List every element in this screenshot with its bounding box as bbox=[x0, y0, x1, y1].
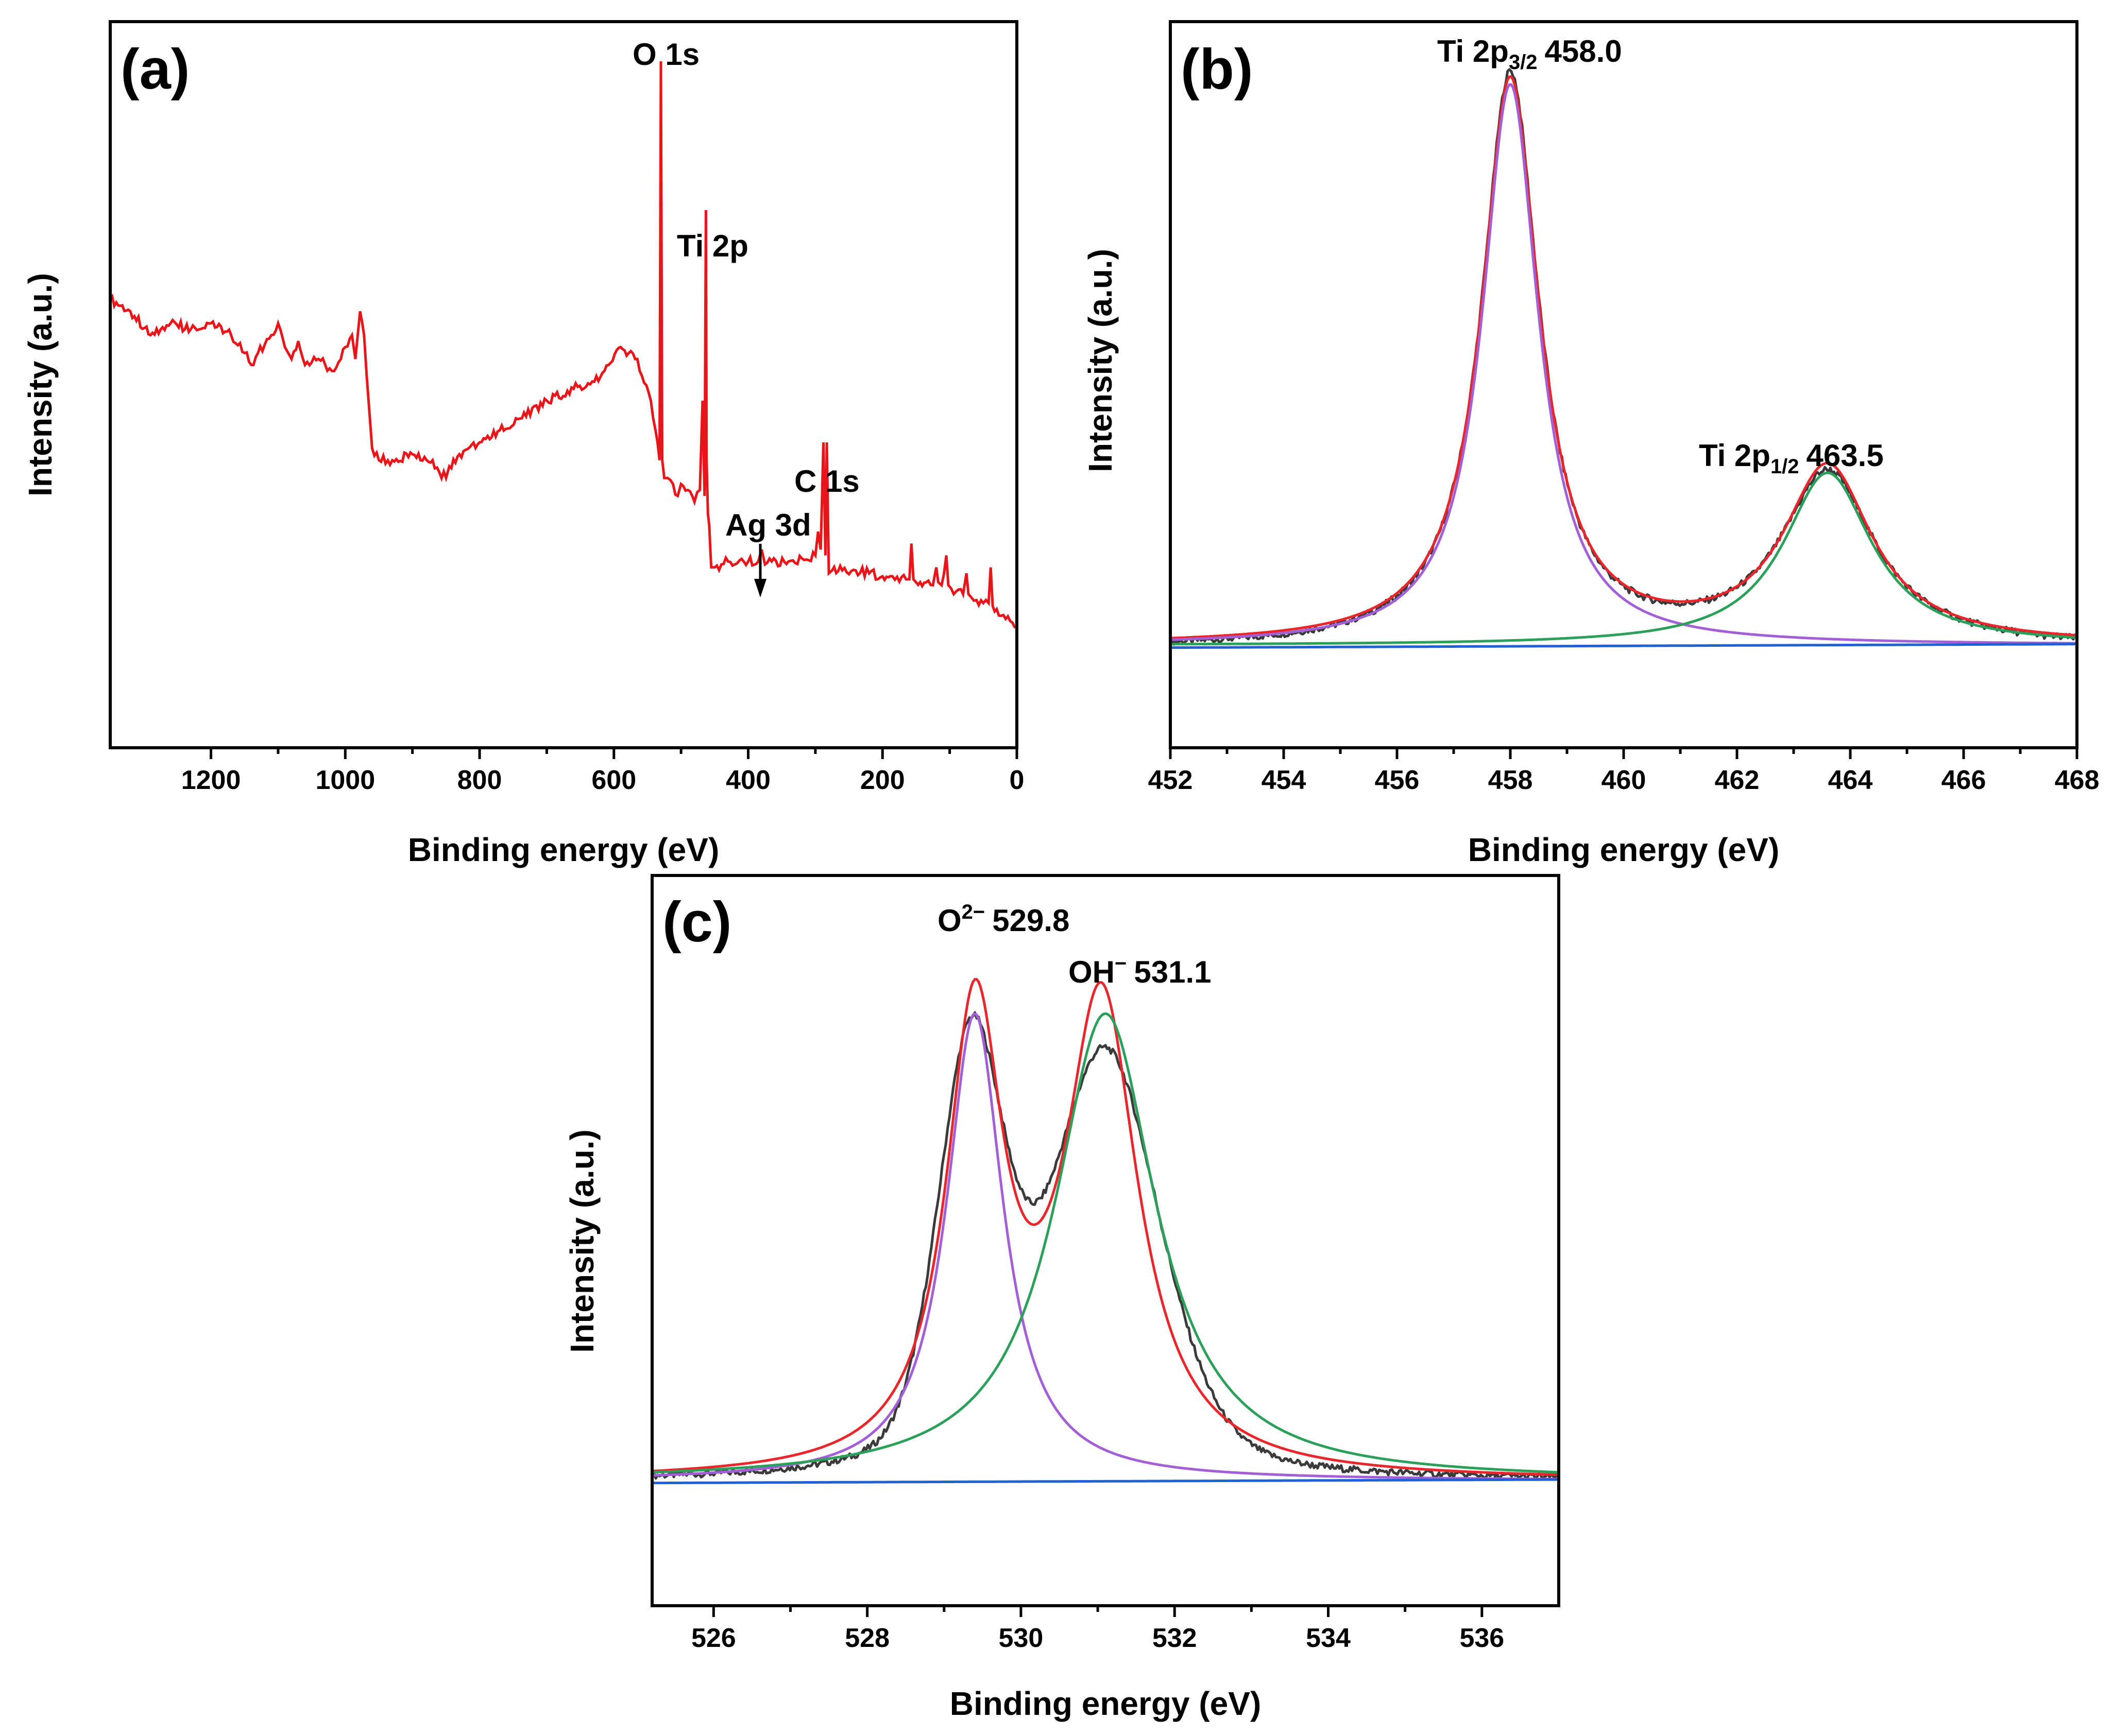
series-ti-2p3-2-component-line bbox=[1170, 83, 2077, 645]
annotation-o2minus: O2− 529.8 bbox=[938, 901, 1069, 938]
series-raw-line bbox=[1169, 68, 2078, 646]
annotation-c1s: C 1s bbox=[794, 464, 860, 499]
annotation-ti2p32-value: 458.0 bbox=[1545, 34, 1622, 68]
panel-c-series-group bbox=[651, 978, 1560, 1485]
x-tick-label: 200 bbox=[860, 765, 905, 795]
series-raw-line bbox=[651, 1011, 1560, 1481]
series-ti-2p1-2-component-line bbox=[1170, 471, 2077, 646]
x-tick-label: 400 bbox=[726, 765, 771, 795]
annotation-ti2p12-sub: 1/2 bbox=[1770, 455, 1799, 478]
x-tick-label: 536 bbox=[1459, 1623, 1504, 1653]
panel-b-ti2p-spectrum: 452 454 456 458 460 462 464 466 468 (b) Ti 2p3/2… bbox=[1082, 20, 2100, 868]
annotation-ti2p32: Ti 2p3/2 458.0 bbox=[1437, 34, 1622, 74]
x-tick-label: 800 bbox=[457, 765, 502, 795]
panel-c-frame bbox=[651, 874, 1560, 1607]
panel-a-survey-spectrum: 1200 1000 800 600 400 200 0 (a) O 1s Ti 2p C 1… bbox=[22, 20, 1025, 868]
annotation-o1s: O 1s bbox=[633, 37, 700, 72]
annotation-ti2p32-text: Ti 2p bbox=[1437, 34, 1509, 68]
x-tick-label: 458 bbox=[1488, 765, 1533, 795]
ag3d-arrow bbox=[754, 544, 766, 597]
x-tick-label: 526 bbox=[691, 1623, 736, 1653]
annotation-ti2p32-sub: 3/2 bbox=[1509, 51, 1538, 74]
panel-b-series-group bbox=[1169, 68, 2078, 649]
panel-a-frame bbox=[109, 20, 1018, 749]
x-tick-label: 456 bbox=[1375, 765, 1420, 795]
panel-b-x-ticks: 452 454 456 458 460 462 464 466 468 bbox=[1148, 748, 2100, 795]
x-tick-label: 452 bbox=[1148, 765, 1193, 795]
panel-c-label: (c) bbox=[662, 890, 731, 954]
panel-b-y-axis-label: Intensity (a.u.) bbox=[1082, 249, 1119, 472]
panel-c-o1s-spectrum: 526 528 530 532 534 536 (c) O2− 529.8 OH− 531.1… bbox=[564, 874, 1560, 1722]
panel-b-label: (b) bbox=[1181, 38, 1253, 101]
panel-a-series-group bbox=[109, 61, 1017, 629]
annotation-o2minus-sup: 2− bbox=[962, 901, 985, 923]
series-envelope-line bbox=[652, 978, 1559, 1476]
x-tick-label: 528 bbox=[845, 1623, 890, 1653]
annotation-ag3d: Ag 3d bbox=[725, 508, 811, 542]
x-tick-label: 530 bbox=[999, 1623, 1044, 1653]
x-tick-label: 460 bbox=[1601, 765, 1646, 795]
annotation-ti2p12: Ti 2p1/2 463.5 bbox=[1699, 438, 1884, 478]
annotation-ohminus-sup: − bbox=[1115, 952, 1127, 975]
annotation-o2minus-text: O bbox=[938, 903, 962, 938]
annotation-ohminus: OH− 531.1 bbox=[1068, 952, 1212, 989]
panel-a-x-ticks: 1200 1000 800 600 400 200 0 bbox=[181, 748, 1025, 795]
x-tick-label: 454 bbox=[1262, 765, 1306, 795]
panel-c-y-axis-label: Intensity (a.u.) bbox=[564, 1129, 601, 1353]
panel-a-x-axis-label: Binding energy (eV) bbox=[408, 831, 720, 868]
x-tick-label: 534 bbox=[1306, 1623, 1351, 1653]
series-survey-line bbox=[109, 61, 1017, 629]
series-background-line bbox=[1170, 643, 2077, 649]
x-tick-label: 466 bbox=[1941, 765, 1986, 795]
x-tick-label: 462 bbox=[1715, 765, 1760, 795]
x-tick-label: 464 bbox=[1828, 765, 1873, 795]
annotation-o2minus-value: 529.8 bbox=[992, 903, 1069, 938]
x-tick-label: 600 bbox=[591, 765, 636, 795]
annotation-ohminus-text: OH bbox=[1068, 955, 1115, 989]
annotation-ti2p12-value: 463.5 bbox=[1807, 438, 1884, 473]
panel-b-x-axis-label: Binding energy (eV) bbox=[1468, 831, 1780, 868]
annotation-ti2p12-text: Ti 2p bbox=[1699, 438, 1770, 473]
x-tick-label: 1000 bbox=[315, 765, 375, 795]
annotation-ohminus-value: 531.1 bbox=[1134, 955, 1211, 989]
series-envelope-line bbox=[1170, 75, 2077, 640]
panel-a-y-axis-label: Intensity (a.u.) bbox=[22, 273, 59, 496]
series-oh-component-line bbox=[652, 1012, 1559, 1474]
series-o2-component-line bbox=[652, 1012, 1559, 1481]
x-tick-label: 1200 bbox=[181, 765, 241, 795]
x-tick-label: 0 bbox=[1010, 765, 1025, 795]
panel-b-frame bbox=[1169, 20, 2078, 749]
x-tick-label: 468 bbox=[2055, 765, 2100, 795]
panel-c-x-axis-label: Binding energy (eV) bbox=[950, 1685, 1262, 1722]
x-tick-label: 532 bbox=[1152, 1623, 1197, 1653]
annotation-ti2p: Ti 2p bbox=[677, 229, 748, 263]
panel-a-label: (a) bbox=[121, 38, 190, 101]
panel-c-x-ticks: 526 528 530 532 534 536 bbox=[691, 1606, 1504, 1653]
series-background-line bbox=[652, 1478, 1559, 1485]
